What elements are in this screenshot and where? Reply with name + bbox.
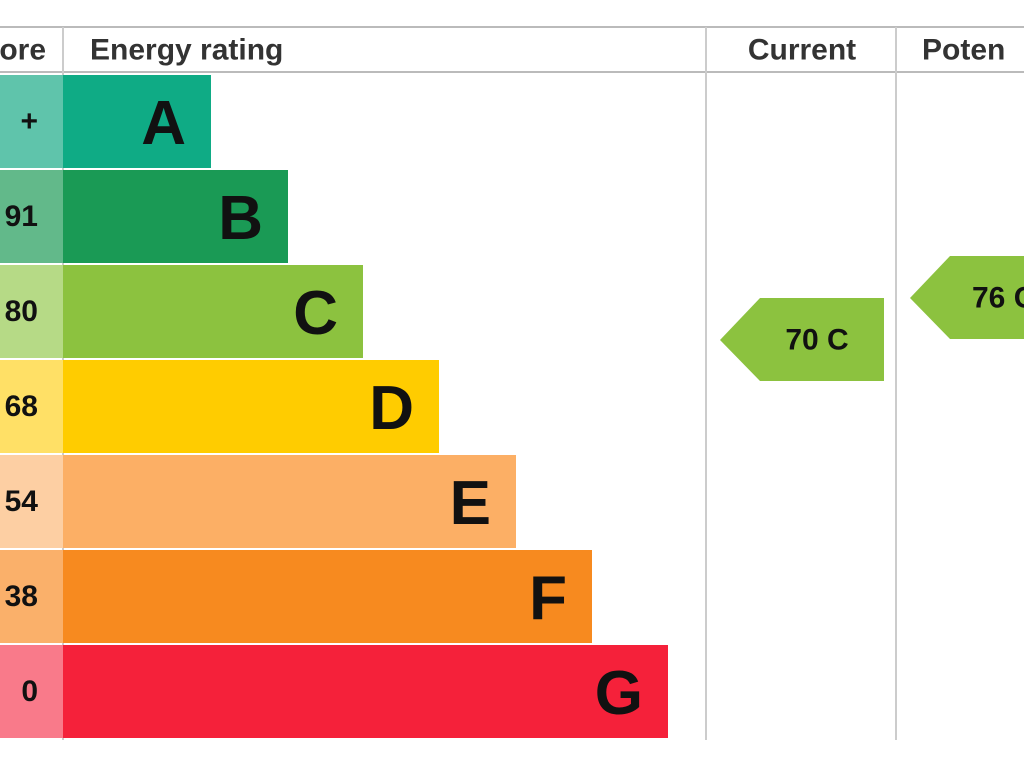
rating-header: Energy rating — [90, 34, 283, 67]
band-letter: B — [218, 184, 263, 253]
score-range: + — [20, 105, 38, 138]
score-cell — [0, 455, 63, 548]
score-cell — [0, 645, 63, 738]
current-rating: 70 C — [785, 324, 848, 357]
band-bar — [63, 645, 668, 738]
score-cell — [0, 265, 63, 358]
score-header: ore — [0, 34, 46, 67]
band-letter: F — [529, 564, 567, 633]
band-bar — [63, 360, 439, 453]
potential-rating: 76 C — [972, 282, 1024, 315]
score-cell — [0, 75, 63, 168]
band-letter: C — [293, 279, 338, 348]
score-cell — [0, 170, 63, 263]
band-letter: E — [450, 469, 491, 538]
score-range: 38 — [5, 580, 38, 613]
band-bar — [63, 170, 288, 263]
band-bar — [63, 550, 592, 643]
potential-arrow — [910, 256, 1024, 339]
band-bar — [63, 75, 211, 168]
band-letter: D — [369, 374, 414, 443]
score-range: 0 — [21, 675, 38, 708]
band-letter: A — [141, 89, 186, 158]
band-letter: G — [595, 659, 643, 728]
score-range: 68 — [5, 390, 38, 423]
band-bar — [63, 455, 516, 548]
current-header: Current — [748, 34, 856, 67]
score-range: 54 — [5, 485, 39, 518]
score-range: 80 — [5, 295, 38, 328]
score-range: 91 — [5, 200, 38, 233]
score-cell — [0, 550, 63, 643]
band-bar — [63, 265, 363, 358]
potential-header: Poten — [922, 34, 1005, 67]
score-cell — [0, 360, 63, 453]
current-arrow — [720, 298, 884, 381]
